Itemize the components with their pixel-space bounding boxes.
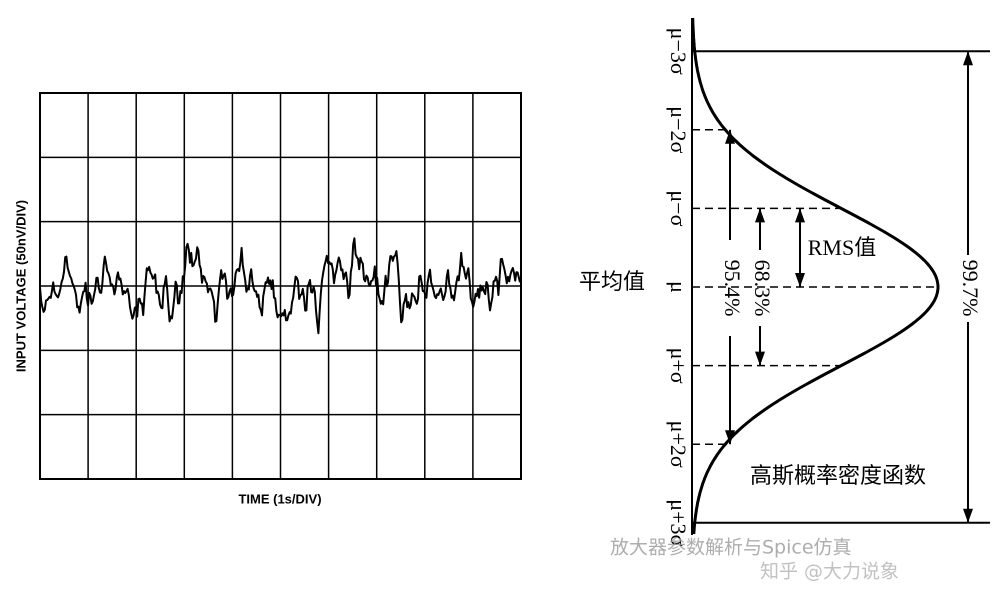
arrow-head (755, 351, 765, 366)
watermark: 放大器参数解析与Spice仿真 (610, 537, 852, 559)
span-label: 68.3% (750, 260, 775, 317)
x-axis-label: TIME (1s/DIV) (238, 491, 321, 506)
arrow-head (755, 208, 765, 223)
level-label: μ−2σ (666, 106, 691, 153)
arrow-head (963, 51, 973, 66)
level-label: μ+2σ (666, 421, 691, 468)
level-label: μ−σ (666, 190, 691, 226)
noise-plot: INPUT VOLTAGE (50nV/DIV) TIME (1s/DIV) (13, 92, 522, 506)
arrow-head (963, 508, 973, 523)
arrow-head (725, 129, 735, 144)
y-axis-label: INPUT VOLTAGE (50nV/DIV) (13, 200, 28, 372)
level-label: μ−3σ (666, 28, 691, 75)
rms-label: RMS值 (808, 235, 876, 260)
span-label: 95.4% (720, 260, 745, 317)
arrow-head (795, 208, 805, 223)
level-label: μ+σ (666, 348, 691, 384)
gaussian-diagram: 平均值 RMS值 高斯概率密度函数 68.3% 95.4% 99.7% μ−3σ… (579, 17, 990, 546)
level-label: μ+3σ (666, 499, 691, 546)
noise-trace (39, 237, 521, 335)
arrow-head (795, 273, 805, 287)
caption: 高斯概率密度函数 (750, 463, 926, 488)
level-label: μ (666, 281, 691, 293)
gaussian-curve (691, 17, 940, 535)
watermark: 知乎 @大力说象 (760, 561, 899, 583)
span-label: 99.7% (958, 260, 983, 317)
mean-label: 平均值 (579, 269, 645, 294)
arrow-head (725, 430, 735, 445)
